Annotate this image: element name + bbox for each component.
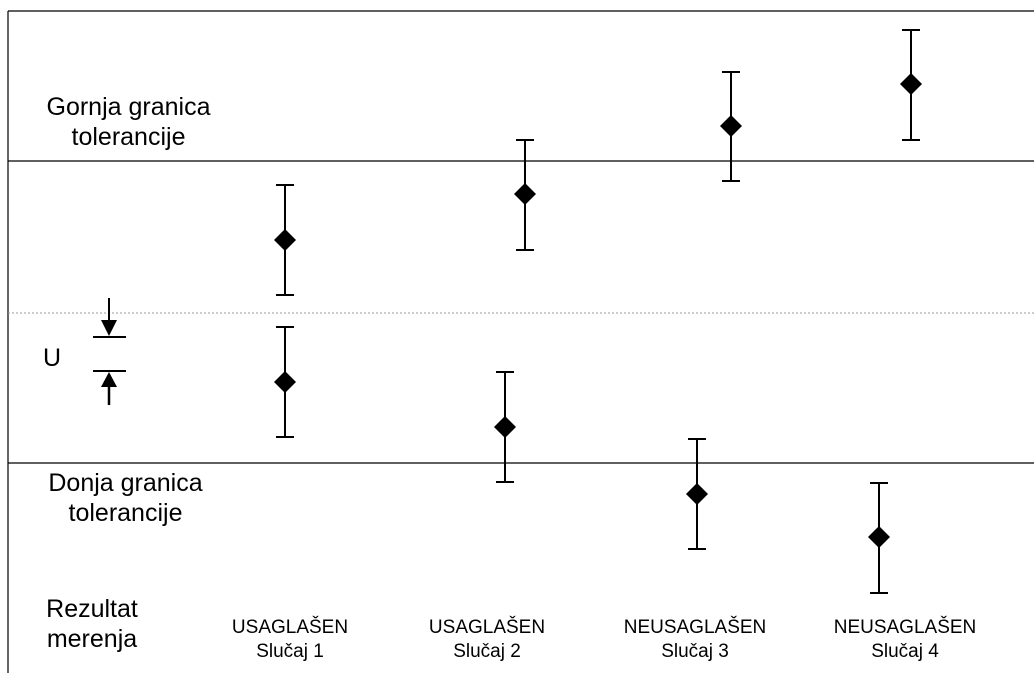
measurement-marker-8 bbox=[868, 526, 890, 548]
case-1-verdict: USAGLAŠEN bbox=[231, 617, 349, 638]
case-3-label: NEUSAGLAŠEN Slučaj 3 bbox=[600, 616, 790, 664]
measurement-marker-1 bbox=[274, 229, 296, 251]
upper-limit-label: Gornja granica tolerancije bbox=[31, 92, 226, 152]
measurement-points bbox=[274, 29, 922, 594]
lower-limit-line1: Donja granica bbox=[48, 469, 203, 497]
measurement-marker-2 bbox=[274, 371, 296, 393]
case-4-label: NEUSAGLAŠEN Slučaj 4 bbox=[810, 616, 1000, 664]
case-4-verdict: NEUSAGLAŠEN bbox=[833, 617, 977, 638]
case-3-name: Slučaj 3 bbox=[661, 641, 729, 662]
upper-limit-line2: tolerancije bbox=[71, 123, 186, 151]
lower-limit-label: Donja granica tolerancije bbox=[28, 468, 223, 528]
u-arrow-down-head bbox=[101, 320, 117, 336]
case-2-name: Slučaj 2 bbox=[453, 641, 521, 662]
upper-limit-line1: Gornja granica bbox=[46, 93, 211, 121]
u-arrow-up-head bbox=[101, 372, 117, 387]
measurement-marker-3 bbox=[514, 183, 536, 205]
measurement-marker-5 bbox=[720, 115, 742, 137]
case-3-verdict: NEUSAGLAŠEN bbox=[623, 617, 767, 638]
lower-limit-line2: tolerancije bbox=[68, 499, 183, 527]
result-heading: Rezultat merenja bbox=[32, 594, 152, 654]
u-label: U bbox=[43, 344, 62, 372]
case-1-label: USAGLAŠEN Slučaj 1 bbox=[200, 616, 380, 664]
case-1-name: Slučaj 1 bbox=[256, 641, 324, 662]
result-heading-line2: merenja bbox=[46, 625, 138, 653]
measurement-marker-7 bbox=[900, 73, 922, 95]
case-2-label: USAGLAŠEN Slučaj 2 bbox=[397, 616, 577, 664]
case-4-name: Slučaj 4 bbox=[871, 641, 939, 662]
measurement-marker-6 bbox=[686, 483, 708, 505]
measurement-marker-4 bbox=[494, 416, 516, 438]
result-heading-line1: Rezultat bbox=[46, 595, 138, 623]
case-2-verdict: USAGLAŠEN bbox=[428, 617, 546, 638]
uncertainty-indicator bbox=[93, 298, 126, 405]
